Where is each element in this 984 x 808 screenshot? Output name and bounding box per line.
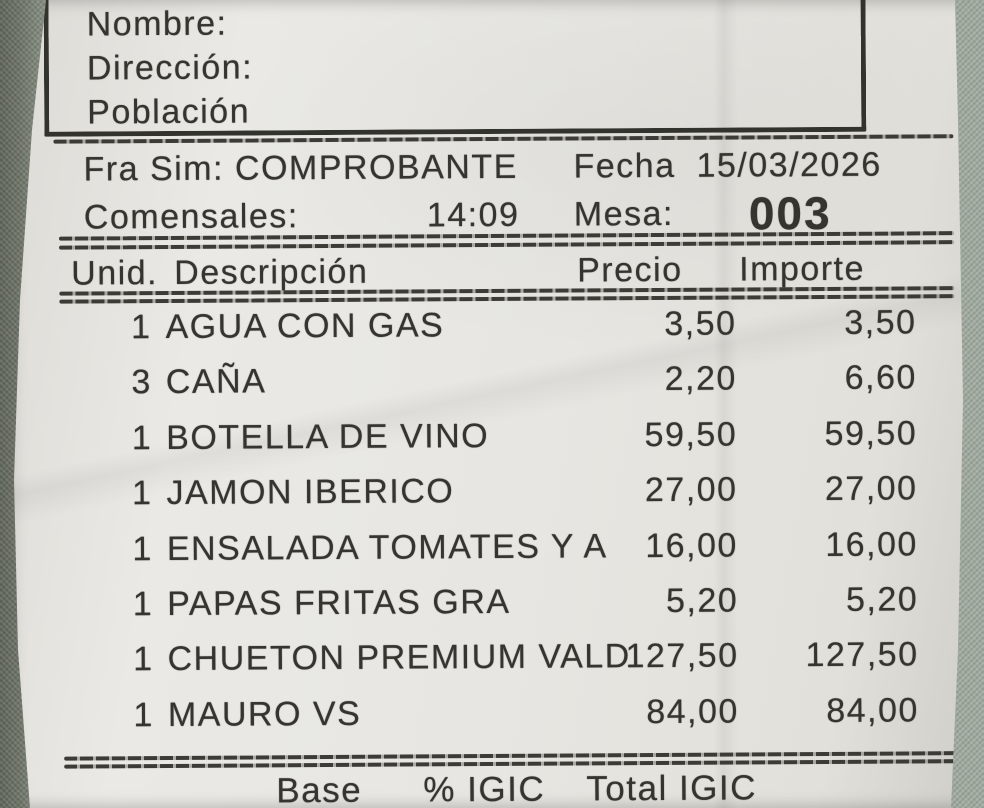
- item-price: 3,50: [664, 304, 737, 343]
- tax-footer-row: Base % IGIC Total IGIC: [14, 767, 963, 808]
- item-qty: 1: [133, 695, 155, 734]
- line-items: 1 AGUA CON GAS 3,50 3,50 3 CAÑA 2,20 6,6…: [14, 303, 963, 752]
- item-qty: 1: [132, 585, 154, 624]
- item-amount: 16,00: [825, 524, 918, 564]
- guests-label: Comensales:: [83, 197, 299, 237]
- city-label: Población: [87, 92, 251, 132]
- doc-type: Fra Sim: COMPROBANTE: [83, 147, 518, 189]
- item-amount: 5,20: [845, 580, 919, 619]
- customer-info-box: Nombre: Dirección: Población: [43, 0, 867, 137]
- item-qty: 3: [131, 363, 152, 402]
- line-item: 1 PAPAS FRITAS GRA 5,20 5,20: [14, 580, 963, 641]
- line-item: 1 JAMON IBERICO 27,00 27,00: [14, 469, 963, 530]
- line-item: 1 BOTELLA DE VINO 59,50 59,50: [14, 414, 963, 475]
- item-qty: 1: [133, 640, 154, 679]
- item-amount: 84,00: [826, 691, 919, 730]
- item-qty: 1: [130, 308, 152, 347]
- line-item: 1 ENSALADA TOMATES Y A 16,00 16,00: [14, 524, 963, 586]
- line-item: 1 AGUA CON GAS 3,50 3,50: [14, 303, 963, 364]
- item-desc: CAÑA: [165, 362, 267, 402]
- col-price: Precio: [577, 250, 683, 290]
- item-price: 84,00: [646, 692, 739, 731]
- line-item: 1 CHUETON PREMIUM VALD 127,50 127,50: [14, 635, 963, 696]
- item-desc: BOTELLA DE VINO: [166, 416, 490, 457]
- col-description: Descripción: [174, 252, 369, 292]
- date-value: 15/03/2026: [696, 145, 882, 185]
- item-qty: 1: [132, 529, 153, 568]
- base-label: Base: [276, 770, 363, 808]
- item-desc: MAURO VS: [167, 694, 362, 734]
- item-price: 16,00: [645, 526, 738, 565]
- item-price: 27,00: [644, 470, 738, 510]
- doc-row: Fra Sim: COMPROBANTE Fecha 15/03/2026: [14, 145, 963, 195]
- item-amount: 127,50: [805, 635, 919, 675]
- address-label: Dirección:: [86, 48, 254, 88]
- item-amount: 27,00: [824, 469, 918, 509]
- igic-pct-label: % IGIC: [423, 769, 546, 808]
- date-label: Fecha: [573, 146, 676, 186]
- item-qty: 1: [131, 418, 153, 457]
- item-desc: AGUA CON GAS: [165, 306, 445, 346]
- item-qty: 1: [132, 474, 153, 513]
- name-label: Nombre:: [86, 4, 228, 44]
- col-amount: Importe: [739, 249, 866, 289]
- line-item: 3 CAÑA 2,20 6,60: [14, 358, 963, 419]
- line-item: 1 MAURO VS 84,00 84,00: [14, 691, 963, 752]
- item-amount: 6,60: [844, 358, 917, 398]
- item-price: 2,20: [664, 359, 737, 399]
- time-value: 14:09: [426, 195, 520, 235]
- item-amount: 59,50: [824, 414, 918, 453]
- item-desc: PAPAS FRITAS GRA: [167, 582, 511, 623]
- item-price: 5,20: [665, 581, 739, 620]
- igic-total-label: Total IGIC: [586, 768, 758, 808]
- item-amount: 3,50: [844, 303, 917, 342]
- item-price: 127,50: [625, 636, 739, 676]
- item-desc: JAMON IBERICO: [166, 472, 455, 513]
- table-label: Mesa:: [573, 194, 675, 234]
- col-qty: Unid.: [71, 254, 159, 293]
- item-price: 59,50: [644, 415, 738, 454]
